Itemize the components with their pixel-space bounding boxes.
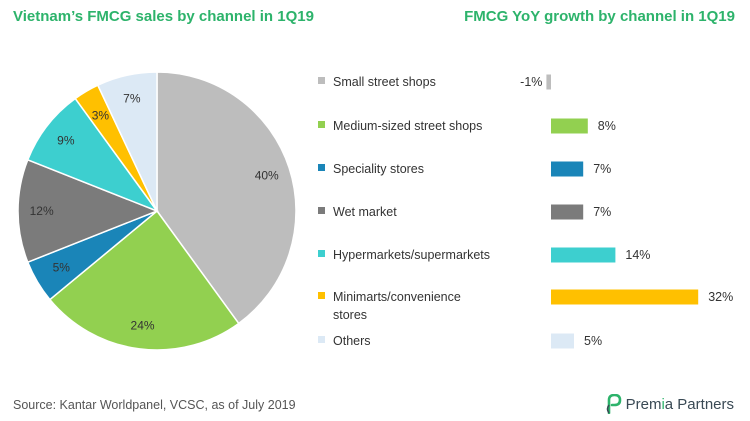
legend-label-4: Wet market <box>333 205 397 219</box>
pie-slice-7 <box>96 71 158 212</box>
legend-marker-2 <box>318 121 325 128</box>
pie-slice-label-1: 40% <box>255 168 279 182</box>
legend-label-7: Others <box>333 334 371 348</box>
pie-slice-label-6: 3% <box>92 108 110 122</box>
growth-value-label-4: 7% <box>593 205 611 219</box>
brand-logo: Premia Partners <box>605 394 734 414</box>
legend-marker-3 <box>318 164 325 171</box>
growth-bar-2 <box>551 118 588 134</box>
pie-slice-2 <box>48 209 240 351</box>
growth-value-label-1: -1% <box>520 75 542 89</box>
growth-value-label-5: 14% <box>625 248 650 262</box>
pie-slice-5 <box>26 97 160 213</box>
bar-chart-title: FMCG YoY growth by channel in 1Q19 <box>464 8 735 25</box>
growth-value-label-7: 5% <box>584 334 602 348</box>
pie-slice-label-7: 7% <box>123 91 141 105</box>
growth-value-label-2: 8% <box>598 119 616 133</box>
growth-bar-6 <box>551 289 699 305</box>
legend-marker-5 <box>318 250 325 257</box>
legend-label-3: Speciality stores <box>333 162 424 176</box>
legend-label-6: Minimarts/convenience <box>333 290 461 304</box>
pie-slice-label-2: 24% <box>131 318 155 332</box>
source-note: Source: Kantar Worldpanel, VCSC, as of J… <box>13 398 296 412</box>
legend-label-6-line-2: stores <box>333 308 367 322</box>
growth-bar-1 <box>546 74 551 90</box>
pie-slice-label-5: 9% <box>57 133 75 147</box>
growth-bar-3 <box>551 161 584 177</box>
growth-bar-7 <box>551 333 574 349</box>
growth-bar-5 <box>551 247 616 263</box>
legend-label-1: Small street shops <box>333 75 436 89</box>
growth-bar-4 <box>551 204 584 220</box>
legend-marker-4 <box>318 207 325 214</box>
pie-slice-label-4: 12% <box>30 204 54 218</box>
pie-slice-1 <box>156 71 297 325</box>
growth-value-label-3: 7% <box>593 162 611 176</box>
pie-slice-label-3: 5% <box>53 261 71 275</box>
pie-chart-title: Vietnam’s FMCG sales by channel in 1Q19 <box>13 8 314 25</box>
legend-marker-6 <box>318 292 325 299</box>
legend-marker-1 <box>318 77 325 84</box>
legend-marker-7 <box>318 336 325 343</box>
growth-value-label-6: 32% <box>708 290 733 304</box>
leaf-p-logo-icon <box>606 394 621 414</box>
brand-name: Premia Partners <box>625 395 734 413</box>
pie-slice-4 <box>17 158 160 264</box>
legend-label-2: Medium-sized street shops <box>333 119 482 133</box>
legend-label-5: Hypermarkets/supermarkets <box>333 248 490 262</box>
